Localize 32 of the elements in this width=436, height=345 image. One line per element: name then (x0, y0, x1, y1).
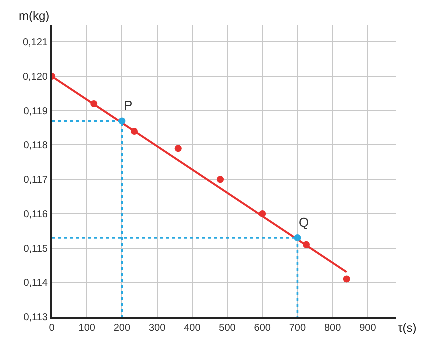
point (90, 100, 98, 108)
y-tick-label: 0,116 (24, 209, 48, 220)
y-tick-label: 0,118 (24, 140, 48, 152)
x-axis-title: τ(s) (398, 321, 417, 335)
y-axis-title: m(kg) (19, 9, 50, 23)
y-tick-label: 0,115 (24, 244, 48, 255)
point (294, 234, 302, 242)
point (130, 128, 138, 135)
x-tick-label: 300 (148, 323, 166, 334)
y-tick-label: 0,113 (24, 312, 48, 324)
x-tick-label: 600 (254, 323, 272, 334)
point (259, 210, 266, 218)
point (302, 241, 310, 248)
x-tick-label: 200 (114, 323, 131, 334)
annotation: Q (299, 215, 310, 230)
x-tick-label: 400 (184, 323, 202, 334)
y-tick-label: 0,121 (22, 38, 48, 49)
y-tick-label: 0,119 (24, 106, 48, 118)
point (216, 176, 224, 184)
y-tick-label: 0,117 (24, 175, 48, 186)
x-tick-label: 800 (324, 323, 342, 334)
point (174, 145, 182, 152)
y-tick-label: 0,114 (24, 278, 48, 290)
point (118, 118, 126, 125)
x-tick-label: 100 (78, 323, 96, 334)
x-tick-label: 700 (289, 323, 306, 334)
annotation: P (124, 98, 133, 113)
y-tick-label: 0,120 (22, 72, 48, 84)
x-tick-label: 500 (219, 323, 236, 334)
x-tick-label: 900 (360, 323, 377, 334)
point (343, 276, 350, 283)
x-tick-label: 0 (49, 323, 56, 334)
